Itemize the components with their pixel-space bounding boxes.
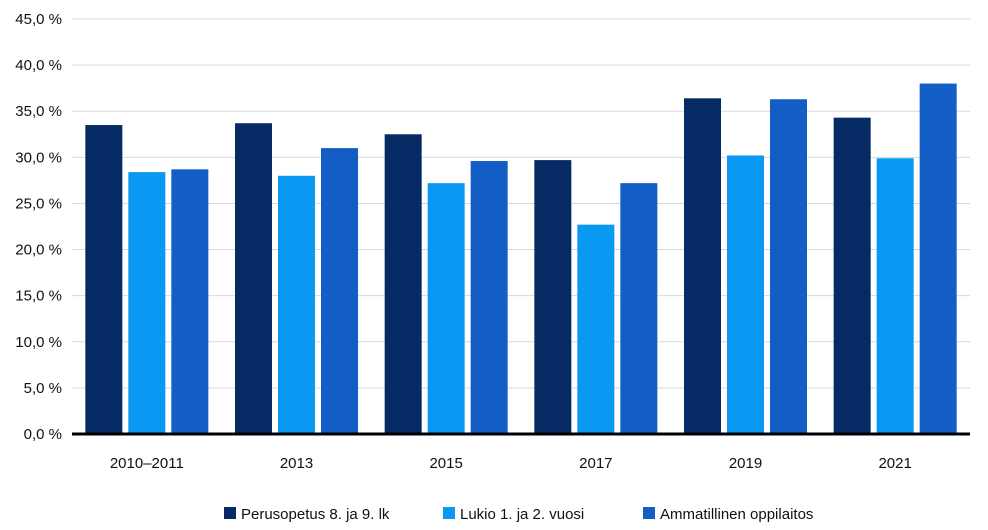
bar-ammatillinen: [620, 183, 658, 434]
bar-ammatillinen: [770, 99, 807, 434]
bar-lukio: [427, 183, 465, 434]
x-category-label: 2019: [729, 455, 762, 472]
bar-ammatillinen: [171, 169, 209, 435]
bar-ammatillinen: [321, 148, 358, 434]
x-axis-category-labels: 2010–2011 2013 2015 2017 2019 2021: [110, 455, 912, 472]
y-tick-label: 35,0 %: [15, 103, 62, 120]
bar-perusopetus: [235, 123, 272, 434]
bar-ammatillinen: [919, 83, 957, 435]
y-tick-label: 20,0 %: [15, 242, 62, 259]
bar-lukio: [577, 224, 615, 434]
legend-swatch-ammatillinen: [643, 507, 655, 519]
y-tick-label: 10,0 %: [15, 334, 62, 351]
y-tick-label: 30,0 %: [15, 149, 62, 166]
bar-lukio: [128, 172, 166, 435]
gridlines: [72, 18, 970, 389]
x-category-label: 2015: [429, 455, 462, 472]
bar-lukio: [727, 155, 764, 434]
legend-swatch-perusopetus: [224, 507, 236, 519]
bars: [85, 83, 957, 435]
legend: Perusopetus 8. ja 9. lk Lukio 1. ja 2. vu…: [224, 506, 813, 523]
x-category-label: 2010–2011: [110, 455, 184, 472]
bar-ammatillinen: [470, 161, 508, 434]
y-tick-label: 0,0 %: [24, 426, 62, 443]
legend-label-lukio: Lukio 1. ja 2. vuosi: [460, 506, 584, 523]
legend-label-ammatillinen: Ammatillinen oppilaitos: [660, 506, 813, 523]
bar-perusopetus: [85, 125, 123, 435]
bar-perusopetus: [534, 160, 572, 434]
bar-lukio: [876, 158, 914, 434]
y-tick-label: 15,0 %: [15, 288, 62, 305]
legend-swatch-lukio: [443, 507, 455, 519]
bar-perusopetus: [384, 134, 422, 434]
y-tick-label: 5,0 %: [24, 380, 62, 397]
y-tick-label: 25,0 %: [15, 195, 62, 212]
bar-lukio: [278, 175, 315, 434]
x-category-label: 2017: [579, 455, 612, 472]
legend-label-perusopetus: Perusopetus 8. ja 9. lk: [241, 506, 390, 523]
x-category-label: 2021: [878, 455, 911, 472]
y-axis-tick-labels: 0,0 % 5,0 % 10,0 % 15,0 % 20,0 % 25,0 % 30,0 %…: [15, 11, 62, 443]
bar-perusopetus: [833, 117, 871, 434]
bar-perusopetus: [684, 98, 721, 435]
x-category-label: 2013: [280, 455, 313, 472]
y-tick-label: 40,0 %: [15, 57, 62, 74]
y-tick-label: 45,0 %: [15, 11, 62, 28]
